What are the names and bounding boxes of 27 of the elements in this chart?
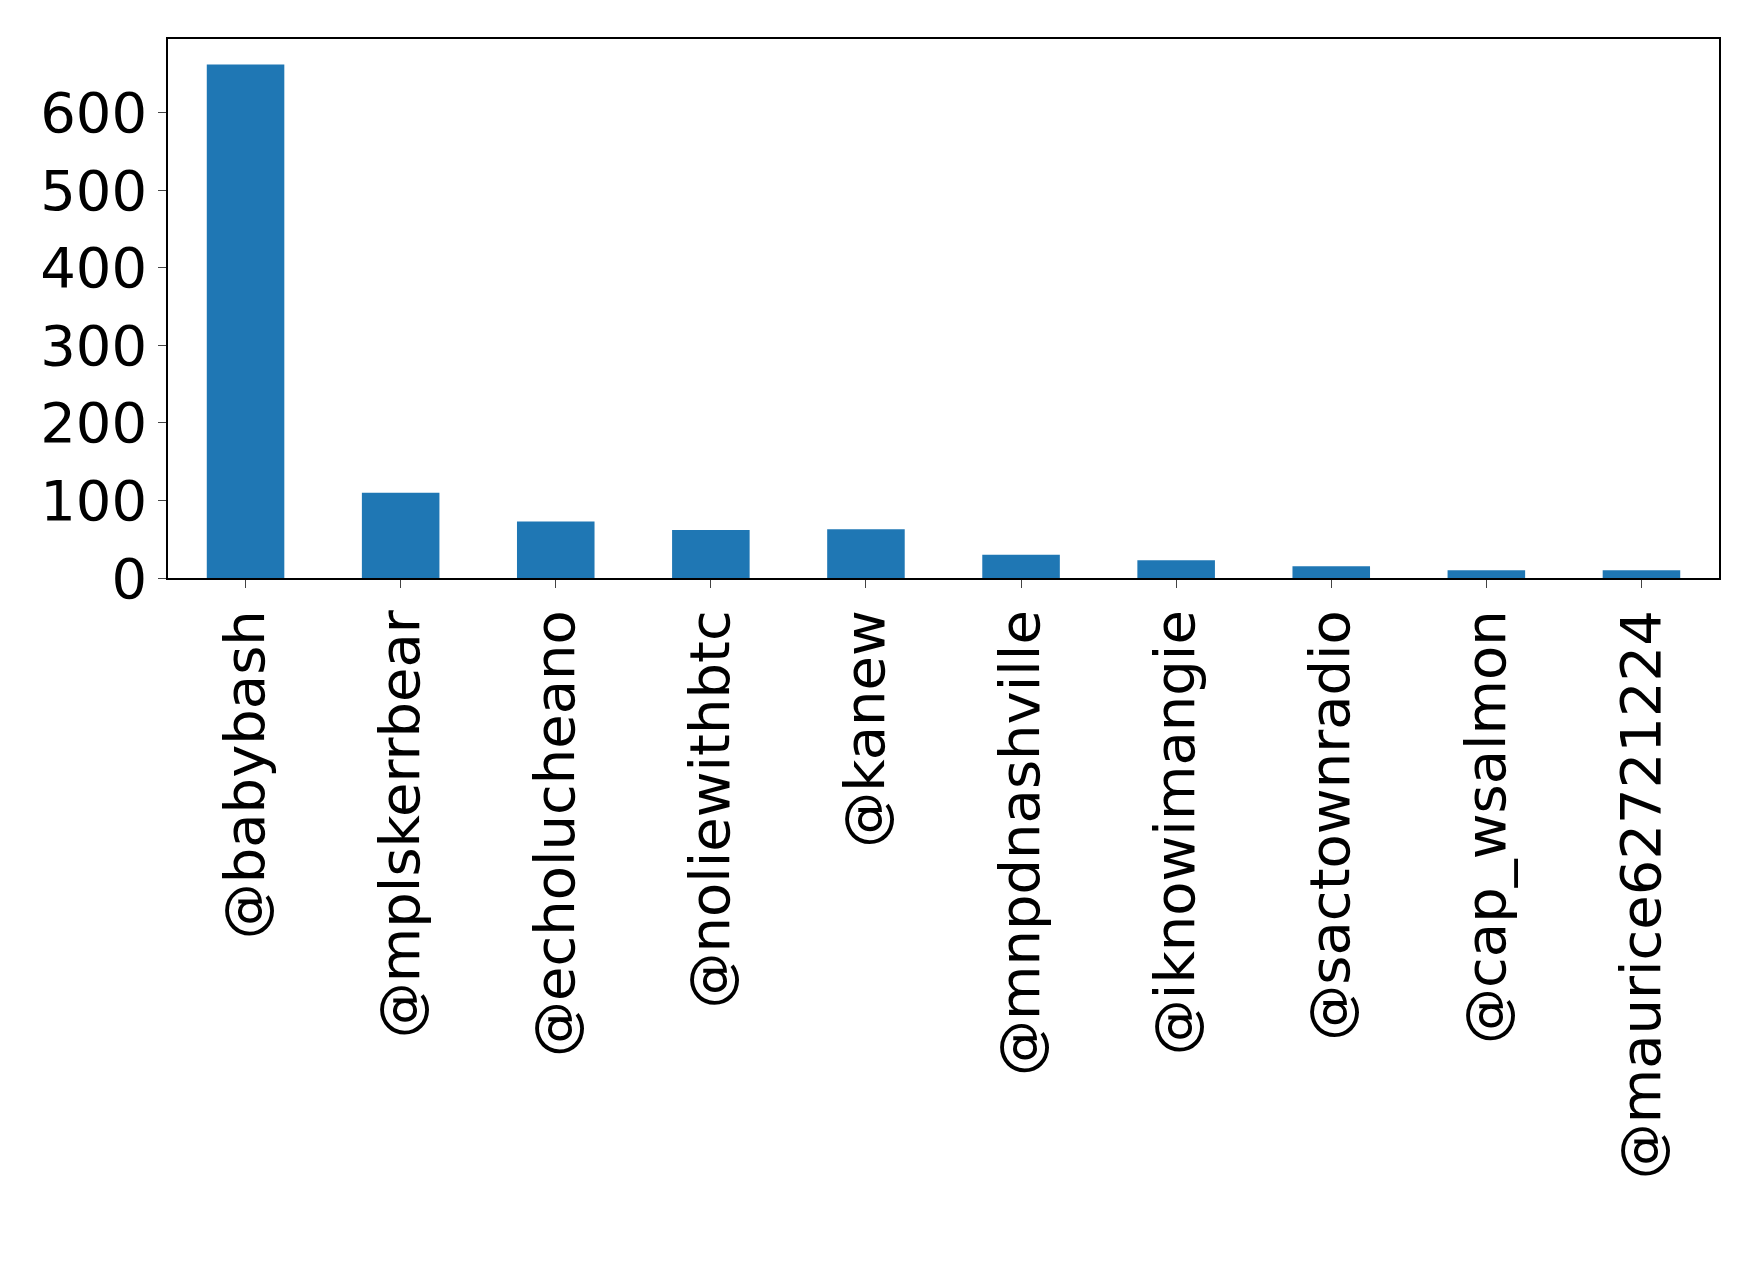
- bar: [1292, 566, 1371, 578]
- bar: [1137, 560, 1215, 578]
- y-tick-label: 600: [40, 80, 148, 146]
- y-tick-label: 300: [40, 312, 148, 378]
- x-tick-label: @mnpdnashville: [987, 610, 1053, 1077]
- bar: [361, 492, 440, 578]
- x-tick-label: @echolucheano: [521, 610, 587, 1058]
- bar: [982, 554, 1060, 578]
- y-tick-label: 200: [40, 390, 148, 456]
- y-tick-label: 0: [111, 545, 148, 611]
- y-tick-label: 500: [40, 157, 148, 223]
- bar: [1602, 570, 1681, 578]
- bar: [206, 64, 285, 578]
- y-tick-label: 400: [40, 235, 148, 301]
- x-tick-label: @babybash: [211, 610, 277, 940]
- x-tick-label: @mplskerrbear: [366, 609, 432, 1039]
- x-tick-label: @iknowimangie: [1142, 610, 1208, 1056]
- x-tick-label: @kanew: [832, 610, 898, 848]
- y-tick-label: 100: [40, 468, 148, 534]
- bar: [516, 521, 595, 578]
- bar: [672, 529, 750, 578]
- bar: [1447, 570, 1526, 578]
- x-tick-label: @noliewithbtc: [677, 610, 743, 1009]
- x-tick-label: @cap_wsalmon: [1452, 610, 1518, 1044]
- x-tick-label: @maurice62721224: [1607, 610, 1673, 1180]
- bar: [827, 529, 905, 578]
- x-tick-label: @sactownradio: [1297, 610, 1363, 1041]
